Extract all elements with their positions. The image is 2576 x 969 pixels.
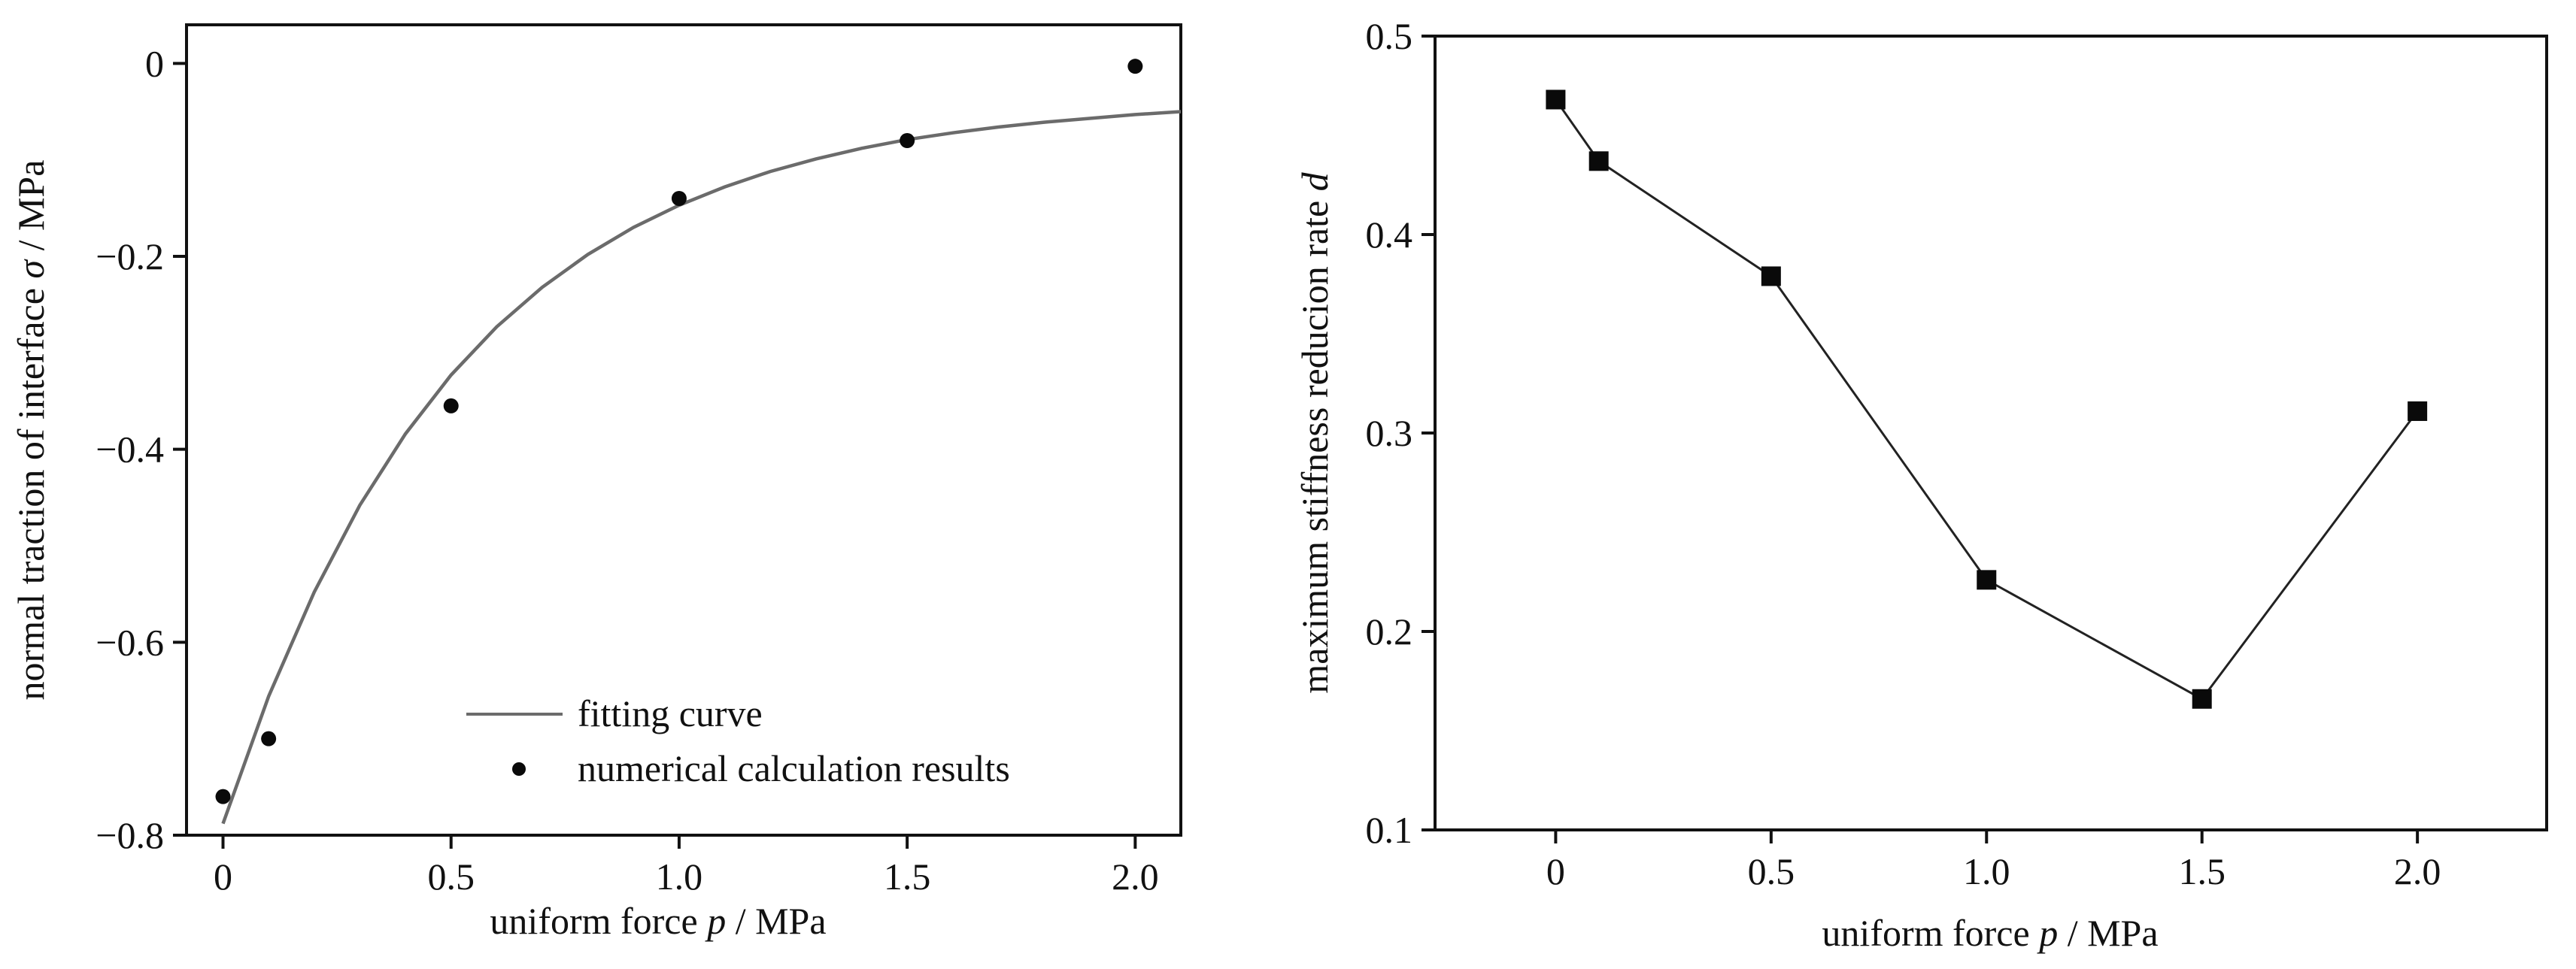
result-point — [215, 789, 231, 804]
result-point — [443, 398, 459, 413]
x-tick-label: 2.0 — [2394, 850, 2441, 892]
x-tick-label: 0.5 — [1748, 850, 1795, 892]
result-point — [671, 191, 687, 206]
legend-dot-label: numerical calculation results — [578, 747, 1010, 789]
y-tick-label: 0 — [145, 42, 164, 84]
right-y-axis-title: maximum stiffness reducion rate d — [1294, 171, 1336, 693]
y-tick-label: −0.4 — [96, 428, 164, 471]
stiffness-point — [1761, 266, 1781, 286]
x-tick-label: 0 — [1546, 850, 1565, 892]
left-legend: fitting curve numerical calculation resu… — [466, 692, 1010, 789]
chart-right: 0 0.5 1.0 1.5 2.0 0.1 0.2 0.3 0.4 0.5 uniform fo… — [1294, 15, 2548, 954]
stiffness-point — [1588, 151, 1609, 171]
y-tick-label: 0.2 — [1366, 610, 1413, 653]
legend-fit-label: fitting curve — [578, 692, 763, 734]
x-tick-label: 1.5 — [2178, 850, 2226, 892]
chart-left: 0 0.5 1.0 1.5 2.0 0 −0.2 −0.4 −0.6 −0.8 uniform … — [10, 23, 1182, 942]
y-tick-label: −0.2 — [96, 235, 164, 277]
right-x-ticks: 0 0.5 1.0 1.5 2.0 — [1546, 830, 2441, 892]
left-x-axis-title: uniform force p / MPa — [490, 900, 826, 942]
left-plot-frame — [185, 23, 1182, 837]
x-tick-label: 0.5 — [427, 855, 475, 898]
x-tick-label: 1.0 — [1963, 850, 2010, 892]
x-tick-label: 1.5 — [884, 855, 931, 898]
left-y-axis-title: normal traction of interface σ / MPa — [10, 160, 52, 701]
left-y-ticks: 0 −0.2 −0.4 −0.6 −0.8 — [96, 42, 187, 856]
left-x-ticks: 0 0.5 1.0 1.5 2.0 — [214, 835, 1159, 898]
y-tick-label: 0.3 — [1366, 412, 1413, 454]
right-line-layer — [1555, 98, 2419, 701]
stiffness-point — [1546, 89, 1566, 110]
x-tick-label: 1.0 — [656, 855, 703, 898]
left-marker-layer — [215, 59, 1143, 804]
stiffness-point — [2192, 689, 2212, 709]
y-tick-label: −0.6 — [96, 621, 164, 663]
x-tick-label: 2.0 — [1112, 855, 1159, 898]
result-point — [900, 133, 915, 148]
right-marker-layer — [1546, 89, 2428, 709]
y-tick-label: 0.5 — [1366, 15, 1413, 57]
stiffness-line — [1555, 98, 2419, 701]
y-tick-label: 0.4 — [1366, 213, 1413, 256]
right-y-ticks: 0.1 0.2 0.3 0.4 0.5 — [1366, 15, 1435, 851]
y-tick-label: −0.8 — [96, 814, 164, 856]
left-fit-layer — [221, 110, 1181, 825]
fitting-curve — [221, 110, 1181, 825]
legend-dot-sample — [512, 762, 526, 776]
x-tick-label: 0 — [214, 855, 232, 898]
y-tick-label: 0.1 — [1366, 809, 1413, 851]
stiffness-point — [2408, 401, 2428, 421]
stiffness-point — [1977, 570, 1997, 590]
result-point — [1127, 59, 1143, 74]
right-x-axis-title: uniform force p / MPa — [1822, 912, 2158, 954]
result-point — [261, 731, 277, 746]
